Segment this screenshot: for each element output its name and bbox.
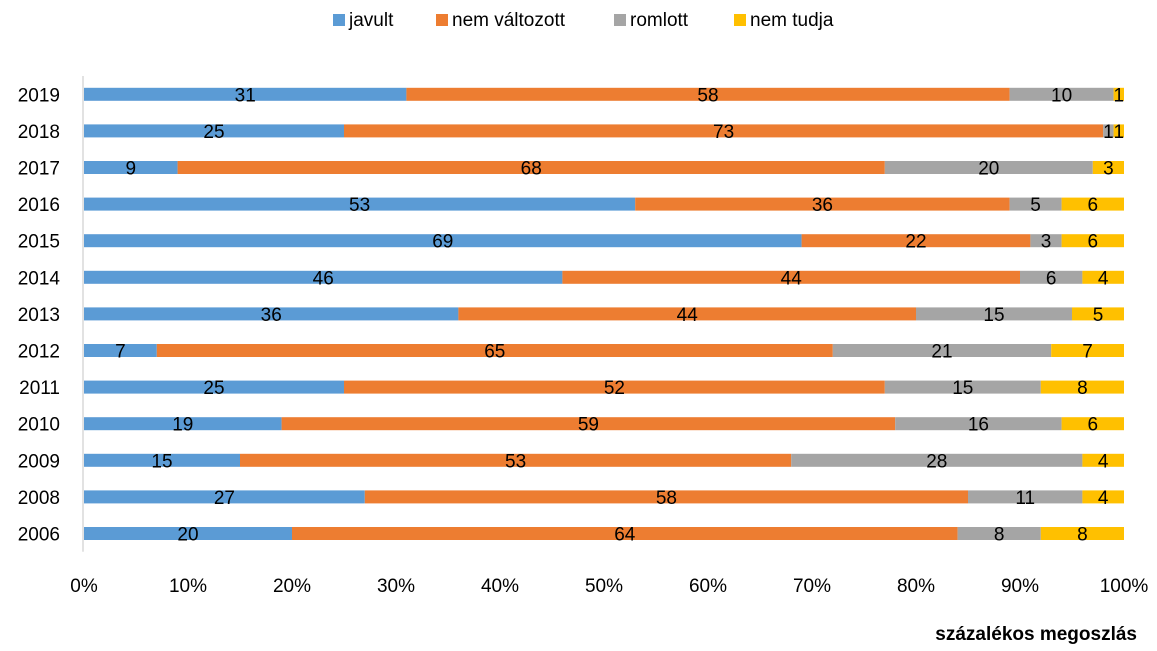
data-label-2017-nem-valtozott: 68 (521, 159, 542, 180)
data-label-2012-nem-valtozott: 65 (484, 342, 505, 363)
x-tick-label: 10% (169, 576, 207, 597)
data-label-2012-nem-tudja: 7 (1082, 342, 1093, 363)
data-label-2008-nem-tudja: 4 (1098, 488, 1109, 509)
data-label-2008-romlott: 11 (1015, 488, 1035, 509)
category-label-2010: 2010 (18, 415, 60, 436)
data-label-2014-nem-valtozott: 44 (781, 268, 803, 289)
x-tick-label: 40% (481, 576, 519, 597)
data-label-2015-nem-valtozott: 22 (905, 232, 926, 253)
data-label-2017-nem-tudja: 3 (1103, 159, 1114, 180)
bars: 31 58 10 125 73 1 19 68 20 353 36 5 669 22 3 646 44 6 436 4… (83, 76, 1124, 552)
data-label-2011-romlott: 15 (952, 378, 973, 399)
category-label-2018: 2018 (18, 122, 60, 143)
x-tick-label: 70% (793, 576, 831, 597)
data-label-2012-romlott: 21 (931, 342, 952, 363)
data-label-2011-nem-valtozott: 52 (604, 378, 625, 399)
data-label-2016-nem-tudja: 6 (1088, 195, 1099, 216)
data-label-2009-nem-valtozott: 53 (505, 451, 526, 472)
data-label-2013-nem-tudja: 5 (1093, 305, 1104, 326)
category-label-2009: 2009 (18, 451, 60, 472)
data-label-2013-javult: 36 (261, 305, 282, 326)
category-label-2014: 2014 (18, 268, 61, 289)
data-label-2009-nem-tudja: 4 (1098, 451, 1109, 472)
data-label-2013-romlott: 15 (983, 305, 1004, 326)
data-label-2019-nem-tudja: 1 (1114, 85, 1125, 106)
data-label-2006-nem-tudja: 8 (1077, 525, 1088, 546)
data-label-2019-romlott: 10 (1051, 85, 1072, 106)
data-label-2013-nem-valtozott: 44 (677, 305, 699, 326)
x-tick-labels: 0% 10% 20% 30% 40% 50% 60% 70% 80% 90% 100% (70, 576, 1148, 597)
data-label-2016-javult: 53 (349, 195, 370, 216)
data-label-2008-nem-valtozott: 58 (656, 488, 677, 509)
legend-swatch-romlott (614, 14, 626, 26)
data-label-2010-nem-valtozott: 59 (578, 415, 599, 436)
legend-label-nem-tudja: nem tudja (750, 10, 834, 31)
category-label-2019: 2019 (18, 85, 60, 106)
legend-swatch-nem-valtozott (436, 14, 448, 26)
data-label-2018-nem-tudja: 1 (1114, 122, 1125, 143)
category-label-2011: 2011 (19, 378, 60, 399)
data-label-2012-javult: 7 (115, 342, 126, 363)
data-label-2018-romlott: 1 (1103, 122, 1114, 143)
legend-label-nem-valtozott: nem változott (452, 10, 566, 31)
data-label-2011-nem-tudja: 8 (1077, 378, 1088, 399)
data-label-2015-javult: 69 (432, 232, 453, 253)
category-label-2016: 2016 (18, 195, 60, 216)
x-tick-label: 20% (273, 576, 311, 597)
legend-swatch-nem-tudja (734, 14, 746, 26)
legend-label-romlott: romlott (630, 10, 689, 31)
data-label-2009-javult: 15 (151, 451, 172, 472)
data-label-2014-romlott: 6 (1046, 268, 1057, 289)
data-label-2015-romlott: 3 (1041, 232, 1052, 253)
category-label-2013: 2013 (18, 305, 60, 326)
x-tick-label: 0% (70, 576, 98, 597)
data-label-2016-romlott: 5 (1030, 195, 1041, 216)
data-label-2014-javult: 46 (313, 268, 334, 289)
data-label-2018-nem-valtozott: 73 (713, 122, 734, 143)
data-label-2006-nem-valtozott: 64 (614, 525, 636, 546)
data-label-2017-romlott: 20 (978, 159, 999, 180)
category-label-2012: 2012 (18, 342, 60, 363)
category-label-2015: 2015 (18, 232, 60, 253)
data-label-2008-javult: 27 (214, 488, 235, 509)
data-label-2006-romlott: 8 (994, 525, 1005, 546)
x-tick-label: 50% (585, 576, 623, 597)
data-label-2019-nem-valtozott: 58 (697, 85, 718, 106)
legend: javult nem változott romlott nem tudja (333, 10, 834, 31)
legend-label-javult: javult (348, 10, 394, 31)
data-label-2009-romlott: 28 (926, 451, 947, 472)
data-label-2010-javult: 19 (172, 415, 193, 436)
data-label-2015-nem-tudja: 6 (1088, 232, 1099, 253)
x-tick-label: 30% (377, 576, 415, 597)
data-label-2017-javult: 9 (126, 159, 137, 180)
data-label-2011-javult: 25 (203, 378, 224, 399)
x-tick-label: 60% (689, 576, 727, 597)
x-tick-label: 100% (1100, 576, 1149, 597)
data-label-2010-romlott: 16 (968, 415, 989, 436)
data-label-2019-javult: 31 (235, 85, 256, 106)
x-tick-label: 80% (897, 576, 935, 597)
category-label-2006: 2006 (18, 525, 60, 546)
data-label-2006-javult: 20 (177, 525, 198, 546)
data-label-2010-nem-tudja: 6 (1088, 415, 1099, 436)
category-labels: 2019 2018 2017 2016 2015 2014 2013 2012 2011 2010… (18, 85, 61, 545)
x-axis-title: százalékos megoszlás (935, 624, 1137, 645)
legend-swatch-javult (333, 14, 345, 26)
x-tick-label: 90% (1001, 576, 1039, 597)
category-label-2008: 2008 (18, 488, 60, 509)
category-label-2017: 2017 (18, 159, 60, 180)
data-label-2014-nem-tudja: 4 (1098, 268, 1109, 289)
data-label-2018-javult: 25 (203, 122, 224, 143)
data-label-2016-nem-valtozott: 36 (812, 195, 833, 216)
